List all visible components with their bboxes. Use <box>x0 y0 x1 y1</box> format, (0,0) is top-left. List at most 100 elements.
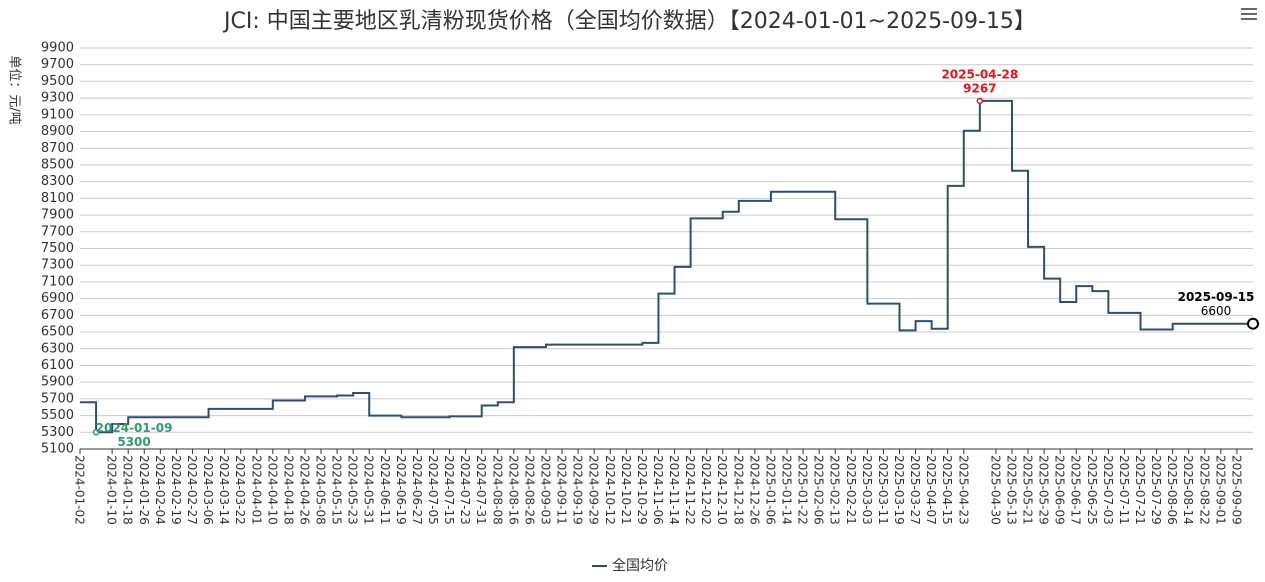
y-tick-label: 5300 <box>41 425 74 440</box>
y-tick-label: 5700 <box>41 391 74 406</box>
x-tick-label: 2024-04-18 <box>281 455 295 525</box>
x-tick-label: 2025-02-06 <box>812 455 826 525</box>
y-tick-label: 8900 <box>41 124 74 139</box>
annotation-marker <box>976 97 984 105</box>
annotation-value: 9267 <box>963 81 996 95</box>
x-tick-label: 2024-04-26 <box>297 455 311 525</box>
x-tick-label: 2024-04-01 <box>249 455 263 525</box>
y-tick-label: 8300 <box>41 174 74 189</box>
annotation-date: 2025-04-28 <box>941 67 1018 81</box>
y-tick-label: 6300 <box>41 341 74 356</box>
x-tick-label: 2024-05-23 <box>346 455 360 525</box>
x-tick-label: 2024-11-22 <box>683 455 697 525</box>
y-tick-label: 9100 <box>41 107 74 122</box>
x-tick-label: 2024-12-18 <box>731 455 745 525</box>
x-tick-label: 2024-12-10 <box>715 455 729 525</box>
x-tick-label: 2024-01-10 <box>105 455 119 525</box>
x-tick-label: 2025-05-21 <box>1021 455 1035 525</box>
x-tick-label: 2025-02-21 <box>844 455 858 525</box>
x-tick-label: 2024-07-23 <box>458 455 472 525</box>
y-tick-label: 9500 <box>41 74 74 89</box>
x-tick-label: 2024-04-10 <box>265 455 279 525</box>
x-tick-label: 2025-08-06 <box>1165 455 1179 525</box>
y-tick-label: 6100 <box>41 358 74 373</box>
y-tick-label: 7900 <box>41 208 74 223</box>
line-series <box>80 99 1253 434</box>
x-tick-label: 2025-03-03 <box>860 455 874 525</box>
y-tick-label: 6900 <box>41 291 74 306</box>
y-tick-label: 9900 <box>41 41 74 56</box>
x-tick-label: 2024-05-31 <box>362 455 376 525</box>
annotation-value: 6600 <box>1201 304 1232 318</box>
x-tick-label: 2024-01-26 <box>137 455 151 525</box>
x-tick-label: 2025-04-07 <box>924 455 938 525</box>
y-tick-label: 5500 <box>41 408 74 423</box>
menu-icon[interactable] <box>1241 8 1257 20</box>
x-tick-label: 2025-04-30 <box>988 455 1002 525</box>
y-tick-label: 8700 <box>41 141 74 156</box>
x-tick-label: 2024-06-19 <box>394 455 408 525</box>
chart-title: JCI: 中国主要地区乳清粉现货价格（全国均价数据）【2024-01-01~20… <box>222 9 1036 34</box>
x-tick-label: 2025-07-21 <box>1133 455 1147 525</box>
x-tick-label: 2024-12-26 <box>747 455 761 525</box>
annotation-date: 2024-01-09 <box>96 421 173 435</box>
x-tick-label: 2025-07-03 <box>1101 455 1115 525</box>
annotation-value: 5300 <box>117 435 150 449</box>
x-tick-label: 2024-01-18 <box>121 455 135 525</box>
x-tick-label: 2025-07-11 <box>1117 455 1131 525</box>
x-tick-label: 2025-09-09 <box>1229 455 1243 525</box>
x-tick-label: 2024-09-11 <box>555 455 569 525</box>
x-tick-label: 2024-06-11 <box>378 455 392 525</box>
annotation-date: 2025-09-15 <box>1178 290 1255 304</box>
y-axis-label: 单位：元/吨 <box>7 55 22 124</box>
x-tick-label: 2024-01-02 <box>73 455 87 525</box>
y-tick-label: 8100 <box>41 191 74 206</box>
x-tick-label: 2024-02-19 <box>169 455 183 525</box>
y-tick-label: 7700 <box>41 224 74 239</box>
x-tick-label: 2024-03-14 <box>217 455 231 525</box>
y-tick-label: 6500 <box>41 325 74 340</box>
annotation-marker <box>92 429 100 436</box>
x-tick-label: 2024-05-08 <box>314 455 328 525</box>
x-tick-label: 2024-11-14 <box>667 455 681 525</box>
x-tick-label: 2024-06-27 <box>410 455 424 525</box>
x-tick-label: 2024-05-15 <box>330 455 344 525</box>
x-tick-label: 2025-04-15 <box>940 455 954 525</box>
x-tick-label: 2024-10-29 <box>635 455 649 525</box>
x-tick-label: 2025-04-23 <box>956 455 970 525</box>
x-tick-label: 2025-02-13 <box>828 455 842 525</box>
x-tick-label: 2024-11-06 <box>651 455 665 525</box>
y-tick-label: 5100 <box>41 442 74 457</box>
x-tick-label: 2025-06-17 <box>1069 455 1083 525</box>
x-tick-label: 2025-03-11 <box>876 455 890 525</box>
legend-label: 全国均价 <box>612 557 668 574</box>
x-tick-label: 2024-10-21 <box>619 455 633 525</box>
x-tick-label: 2024-09-19 <box>571 455 585 525</box>
x-tick-label: 2025-07-29 <box>1149 455 1163 525</box>
y-tick-label: 8500 <box>41 157 74 172</box>
x-tick-label: 2025-05-29 <box>1037 455 1051 525</box>
x-tick-label: 2024-07-05 <box>426 455 440 525</box>
x-tick-label: 2024-07-31 <box>474 455 488 525</box>
x-tick-label: 2024-03-22 <box>233 455 247 525</box>
y-tick-label: 7100 <box>41 274 74 289</box>
x-tick-label: 2024-08-26 <box>522 455 536 525</box>
x-tick-label: 2025-09-01 <box>1213 455 1227 525</box>
x-tick-label: 2024-03-06 <box>201 455 215 525</box>
y-tick-label: 9700 <box>41 57 74 72</box>
x-tick-label: 2025-01-14 <box>780 455 794 525</box>
x-tick-label: 2024-02-27 <box>185 455 199 525</box>
x-tick-label: 2024-08-08 <box>490 455 504 525</box>
x-tick-label: 2024-12-02 <box>699 455 713 525</box>
y-tick-label: 7500 <box>41 241 74 256</box>
y-tick-label: 9300 <box>41 91 74 106</box>
x-tick-label: 2025-08-22 <box>1197 455 1211 525</box>
x-tick-label: 2024-09-03 <box>538 455 552 525</box>
x-tick-label: 2024-02-04 <box>153 455 167 525</box>
y-tick-label: 6700 <box>41 308 74 323</box>
x-tick-label: 2025-05-13 <box>1004 455 1018 525</box>
x-tick-label: 2025-06-25 <box>1085 455 1099 525</box>
x-tick-label: 2024-10-12 <box>603 455 617 525</box>
x-tick-label: 2025-01-06 <box>763 455 777 525</box>
